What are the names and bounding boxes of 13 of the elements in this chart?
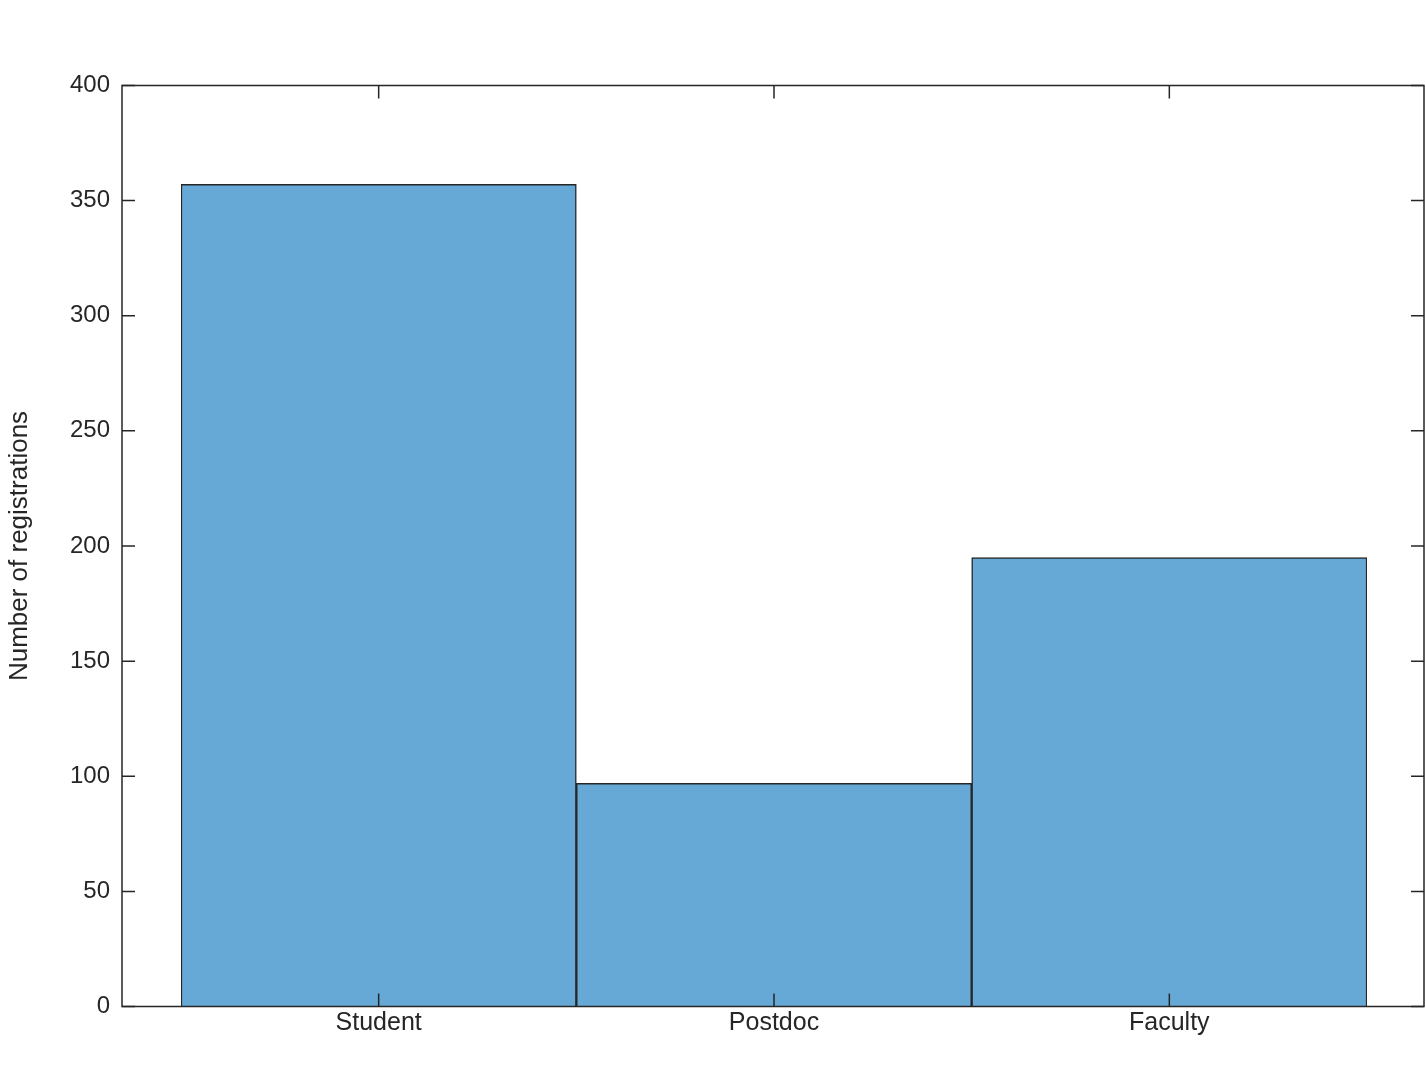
y-tick-label: 350 — [69, 185, 110, 213]
y-tick-label: 300 — [69, 300, 110, 328]
y-tick-label: 250 — [69, 415, 110, 443]
x-tick-label: Postdoc — [728, 1007, 820, 1036]
y-tick-label: 0 — [96, 991, 110, 1019]
x-tick-label: Faculty — [1129, 1007, 1211, 1036]
y-tick-label: 200 — [69, 530, 110, 558]
y-axis-title: Number of registrations — [2, 410, 33, 682]
y-tick-label: 150 — [69, 645, 110, 673]
y-tick-label: 400 — [69, 70, 110, 98]
y-tick-label: 100 — [69, 760, 110, 788]
y-tick-label: 50 — [83, 876, 110, 904]
x-tick-label: Student — [335, 1007, 422, 1036]
